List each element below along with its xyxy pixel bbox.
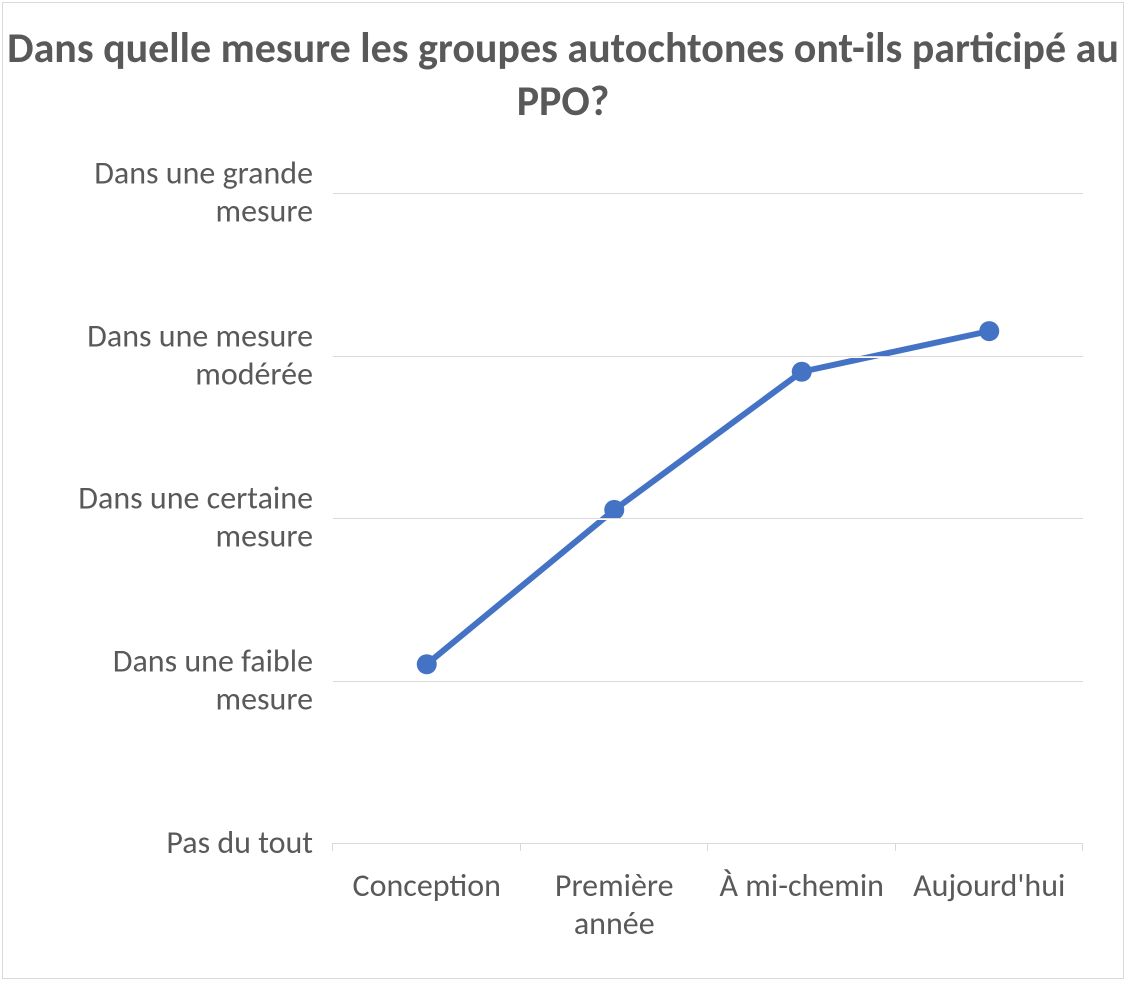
series-marker xyxy=(979,321,999,341)
series-marker xyxy=(792,362,812,382)
x-axis-label: Conception xyxy=(327,867,527,905)
x-axis-label: À mi-chemin xyxy=(702,867,902,905)
y-axis-label: Dans une certaine mesure xyxy=(13,480,313,557)
chart-title: Dans quelle mesure les groupes autochton… xyxy=(3,23,1123,128)
x-axis-label: Première année xyxy=(514,867,714,944)
series-marker xyxy=(417,654,437,674)
series-line xyxy=(427,331,990,664)
grid-line xyxy=(333,193,1083,195)
y-axis-label: Dans une mesure modérée xyxy=(13,317,313,394)
chart-frame: Dans quelle mesure les groupes autochton… xyxy=(2,2,1124,979)
grid-line xyxy=(333,356,1083,358)
y-axis-label: Dans une grande mesure xyxy=(13,155,313,232)
y-axis-label: Dans une faible mesure xyxy=(13,642,313,719)
x-axis-label: Aujourd'hui xyxy=(889,867,1089,905)
y-axis-label: Pas du tout xyxy=(13,824,313,862)
x-axis-line xyxy=(333,843,1083,845)
plot-area xyxy=(333,193,1083,843)
series-marker xyxy=(604,500,624,520)
grid-line xyxy=(333,518,1083,520)
grid-line xyxy=(333,681,1083,683)
